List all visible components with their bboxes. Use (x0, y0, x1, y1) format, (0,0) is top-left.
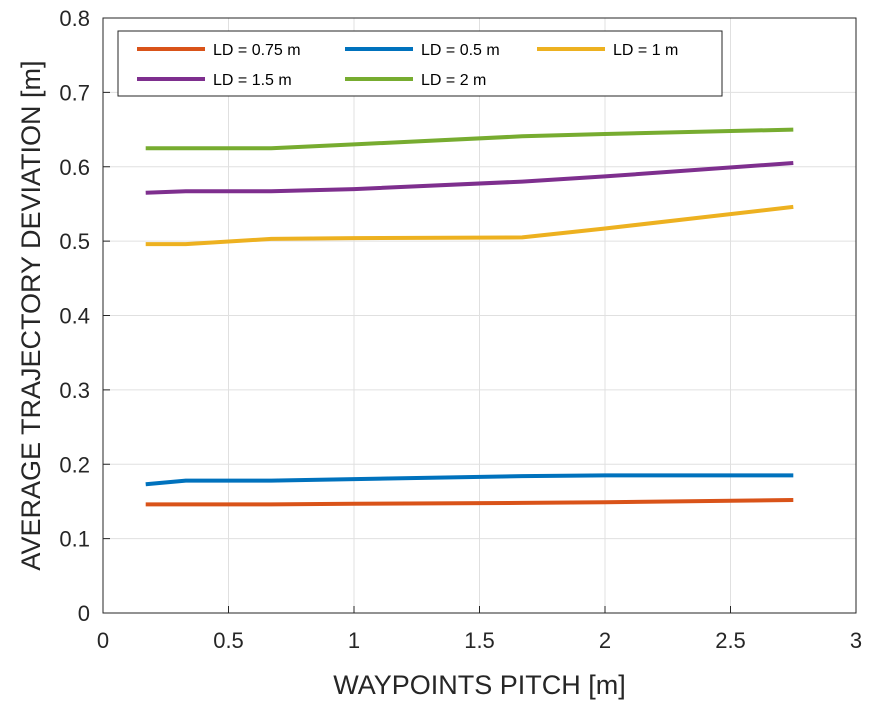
series-line (145, 473, 794, 487)
y-tick-label: 0.2 (59, 452, 90, 477)
legend-label: LD = 1 m (613, 42, 678, 59)
legend: LD = 0.75 m LD = 0.5 m LD = 1 m LD = 1.5 m L… (117, 30, 723, 97)
x-axis-label: WAYPOINTS PITCH [m] (333, 670, 626, 700)
legend-label: LD = 0.5 m (421, 42, 500, 59)
legend-label: LD = 2 m (421, 72, 486, 89)
y-tick-label: 0.5 (59, 229, 90, 254)
series-line (145, 161, 794, 195)
y-axis-label: AVERAGE TRAJECTORY DEVIATION [m] (16, 60, 46, 570)
x-tick-label: 2 (599, 628, 611, 653)
x-tick-label: 1.5 (464, 628, 495, 653)
y-tick-label: 0.8 (59, 6, 90, 31)
series-lines (145, 127, 794, 507)
axis-ticks: 0 0.5 1 1.5 2 2.5 3 0 0.1 0.2 0.3 0.4 0.5 0.6 0.7 0.8 (59, 6, 862, 653)
y-tick-label: 0.6 (59, 155, 90, 180)
y-tick-label: 0 (78, 601, 90, 626)
series-line (145, 204, 794, 247)
x-tick-label: 1 (348, 628, 360, 653)
y-tick-label: 0.1 (59, 527, 90, 552)
series-line (145, 127, 794, 151)
y-tick-label: 0.7 (59, 80, 90, 105)
y-tick-label: 0.4 (59, 304, 90, 329)
x-tick-label: 2.5 (715, 628, 746, 653)
y-tick-label: 0.3 (59, 378, 90, 403)
x-tick-label: 0.5 (213, 628, 244, 653)
legend-label: LD = 0.75 m (213, 42, 301, 59)
x-tick-label: 3 (850, 628, 862, 653)
legend-box (117, 30, 723, 97)
x-tick-label: 0 (97, 628, 109, 653)
series-line (145, 498, 794, 507)
legend-label: LD = 1.5 m (213, 72, 292, 89)
